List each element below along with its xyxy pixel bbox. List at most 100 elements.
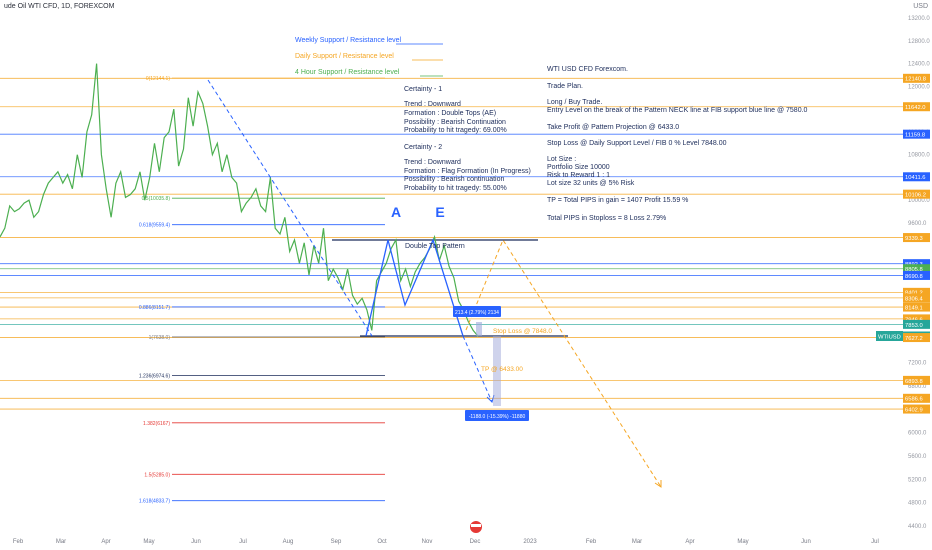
- certainty-title: Certainty - 1: [404, 86, 442, 93]
- price-tag-label: 6586.6: [905, 397, 923, 403]
- price-tag-box: [903, 102, 930, 112]
- trade-plan-line: Stop Loss @ Daily Support Level / FIB 0 …: [547, 140, 727, 147]
- fib-label: 1.382(6167): [143, 421, 170, 427]
- x-tick-label: Apr: [685, 539, 694, 545]
- symbol-tag-label: WTIUSD: [878, 335, 901, 341]
- price-tag-label: 6402.9: [905, 407, 923, 413]
- x-tick-label: Mar: [56, 539, 66, 545]
- certainty-line: Formation : Flag Formation (In Progress): [404, 168, 531, 175]
- x-tick-label: Dec: [470, 539, 481, 545]
- x-tick-label: Feb: [586, 539, 597, 545]
- trade-plan-line: Take Profit @ Pattern Projection @ 6433.…: [547, 124, 679, 131]
- take-profit-label: TP @ 6433.00: [481, 366, 523, 373]
- price-tag-label: 8149.1: [905, 305, 923, 311]
- y-tick-label: 9600.0: [908, 221, 927, 227]
- trend-line: [207, 79, 373, 337]
- price-tag-label: 10411.6: [905, 175, 926, 181]
- pattern-label: Double Top Pattern: [405, 243, 465, 250]
- x-tick-label: Feb: [13, 539, 24, 545]
- point-a-label: A: [391, 204, 401, 220]
- y-tick-label: 6000.0: [908, 431, 927, 437]
- x-tick-label: Jun: [191, 539, 201, 545]
- y-tick-label: 7200.0: [908, 360, 927, 366]
- trade-plan-line: Risk to Reward 1 : 1: [547, 172, 610, 179]
- price-tag-label: 7853.0: [905, 323, 923, 329]
- x-tick-label: Oct: [377, 539, 387, 545]
- certainty-line: Probability to hit tragedy: 55.00%: [404, 185, 507, 192]
- x-tick-label: May: [143, 539, 154, 545]
- currency-label: USD: [913, 3, 928, 10]
- price-tag-box: [903, 73, 930, 83]
- price-tag-label: 10106.2: [905, 193, 926, 199]
- stop-loss-label: Stop Loss @ 7848.0: [493, 328, 552, 335]
- y-tick-label: 4800.0: [908, 501, 927, 507]
- flag-arrowhead: [654, 480, 662, 488]
- price-tag-box: [903, 287, 930, 297]
- fib-label: 1.236(6974.6): [139, 374, 170, 380]
- y-tick-label: 5200.0: [908, 477, 927, 483]
- legend-item: Daily Support / Resistance level: [295, 53, 394, 60]
- price-tag-box: [903, 404, 930, 414]
- x-tick-label: Sep: [331, 539, 342, 545]
- price-tag-box: [903, 129, 930, 139]
- x-tick-label: May: [737, 539, 748, 545]
- y-tick-label: 12400.0: [908, 62, 930, 68]
- measure-up-label: 213.4 (2.79%) 2134: [455, 310, 499, 316]
- symbol-title: ude Oil WTI CFD, 1D, FOREXCOM: [4, 3, 115, 10]
- x-tick-label: Jun: [801, 539, 811, 545]
- certainty-line: Possibility : Bearish continuation: [404, 176, 504, 183]
- price-tag-label: 11642.0: [905, 105, 926, 111]
- certainty-line: Probability to hit tragedy: 69.00%: [404, 127, 507, 134]
- y-tick-label: 12800.0: [908, 39, 930, 45]
- measure-down-box: [465, 410, 529, 421]
- price-tag-label: 7627.2: [905, 336, 923, 342]
- x-tick-label: Apr: [101, 539, 110, 545]
- measure-down-label: -1188.0 (-15.39%) -11880: [469, 414, 526, 420]
- price-tag-box: [903, 393, 930, 403]
- x-tick-label: 2023: [523, 539, 537, 545]
- certainty-line: Trend : Downward: [404, 159, 461, 166]
- legend-item: 4 Hour Support / Resistance level: [295, 69, 400, 76]
- certainty-title: Certainty - 2: [404, 144, 442, 151]
- trade-plan-line: Trade Plan.: [547, 83, 583, 90]
- x-tick-label: Mar: [632, 539, 642, 545]
- certainty-line: Trend : Downward: [404, 101, 461, 108]
- y-tick-label: 6800.0: [908, 384, 927, 390]
- trade-plan-line: Long / Buy Trade.: [547, 99, 602, 106]
- price-tag-box: [903, 319, 930, 329]
- price-tag-box: [903, 189, 930, 199]
- trade-plan-line: Lot Size :: [547, 156, 576, 163]
- price-line: [0, 63, 479, 337]
- price-tag-box: [903, 233, 930, 243]
- trade-plan-line: TP = Total PIPS in gain = 1407 Profit 15…: [547, 197, 688, 204]
- x-tick-label: Aug: [283, 539, 294, 545]
- fib-label: 0.886(8151.7): [139, 305, 170, 311]
- x-tick-label: Jul: [871, 539, 879, 545]
- y-tick-label: 13200.0: [908, 16, 930, 22]
- y-tick-label: 4400.0: [908, 524, 927, 530]
- x-tick-label: Jul: [239, 539, 247, 545]
- price-tag-box: [903, 270, 930, 280]
- price-tag-label: 8805.8: [905, 267, 923, 273]
- price-tag-box: [903, 293, 930, 303]
- certainty-line: Possibility : Bearish Continuation: [404, 119, 506, 126]
- fib-label: 0(12144.1): [146, 76, 171, 82]
- price-tag-label: 11159.8: [905, 133, 925, 139]
- certainty-line: Formation : Double Tops (AE): [404, 110, 496, 117]
- y-tick-label: 5600.0: [908, 454, 927, 460]
- legend-item: Weekly Support / Resistance level: [295, 37, 402, 44]
- price-tag-box: [903, 375, 930, 385]
- y-tick-label: 10800.0: [908, 153, 930, 159]
- projection-arrow: [462, 335, 493, 403]
- trade-plan-line: Lot size 32 units @ 5% Risk: [547, 180, 635, 187]
- trade-plan-line: Total PIPS in Stoploss = 8 Loss 2.79%: [547, 215, 666, 222]
- price-tag-box: [903, 314, 930, 324]
- price-tag-label: 6893.8: [905, 379, 923, 385]
- price-tag-box: [903, 259, 930, 269]
- price-tag-box: [903, 333, 930, 343]
- price-tag-label: 8690.8: [905, 274, 923, 280]
- fib-label: 1(7638.0): [149, 335, 171, 341]
- fib-label: 0.5(10035.8): [142, 196, 171, 202]
- trade-plan-line: WTI USD CFD Forexcom.: [547, 66, 628, 73]
